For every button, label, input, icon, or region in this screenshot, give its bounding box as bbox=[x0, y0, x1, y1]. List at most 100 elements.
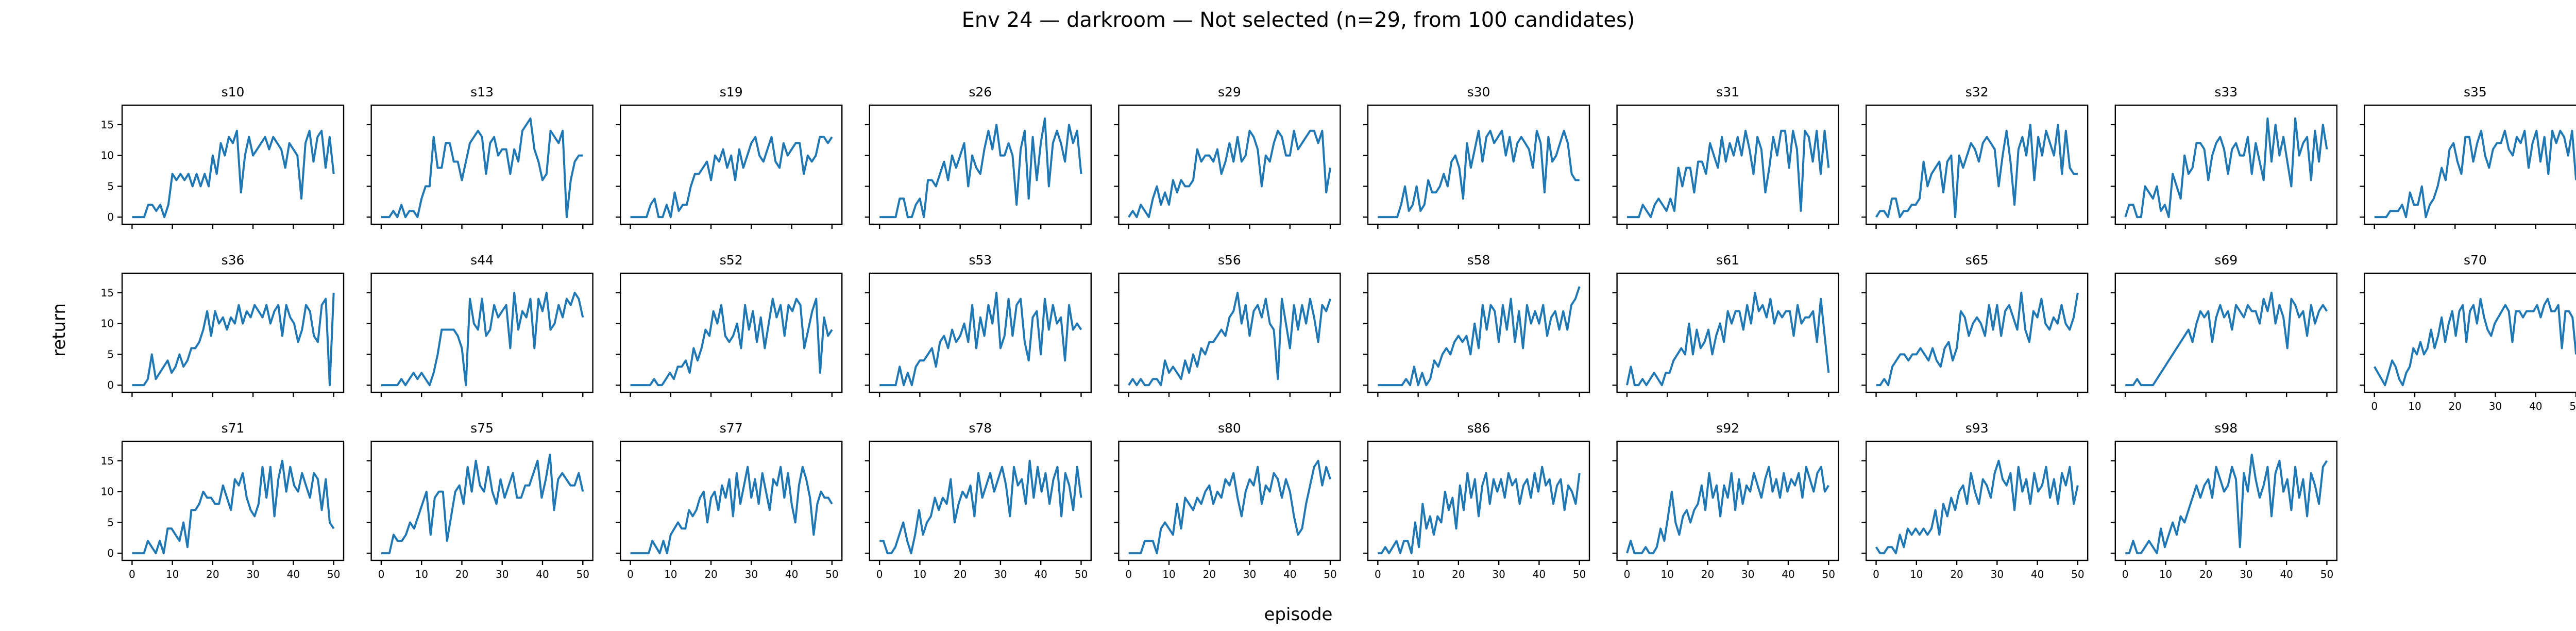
series-line-s30 bbox=[1378, 129, 1580, 219]
panel-s80: s80 0 10 20 30 40 50 bbox=[1114, 421, 1341, 580]
series-line-s29 bbox=[1128, 129, 1332, 219]
panel-frame bbox=[121, 440, 345, 561]
x-tick-label: 50 bbox=[1822, 568, 1835, 580]
x-tick-label: 0 bbox=[129, 568, 135, 580]
panel-frame bbox=[121, 272, 345, 393]
panel-s65: s65 bbox=[1861, 253, 2089, 397]
x-tick-label: 30 bbox=[2240, 568, 2252, 580]
series-line-s10 bbox=[132, 129, 335, 219]
x-tick-label: 20 bbox=[2449, 400, 2462, 412]
panel-frame bbox=[2364, 104, 2576, 225]
panel-title: s10 bbox=[222, 85, 245, 99]
series-line-s69 bbox=[2125, 291, 2328, 387]
x-tick-label: 40 bbox=[2280, 568, 2293, 580]
panel-frame bbox=[370, 104, 594, 225]
x-tick-label: 0 bbox=[627, 568, 634, 580]
panel-title: s52 bbox=[720, 253, 743, 268]
series-line-s92 bbox=[1626, 466, 1830, 555]
panel-s32: s32 bbox=[1861, 85, 2089, 229]
series-line-s75 bbox=[381, 453, 584, 555]
series-line-s32 bbox=[1875, 123, 2078, 219]
x-tick-label: 10 bbox=[913, 568, 926, 580]
x-tick-label: 30 bbox=[2489, 400, 2502, 412]
panel-frame bbox=[1865, 272, 2089, 393]
x-tick-label: 20 bbox=[2199, 568, 2212, 580]
panel-s31: s31 bbox=[1612, 85, 1839, 229]
panel-title: s71 bbox=[222, 421, 245, 436]
panel-s56: s56 bbox=[1114, 253, 1341, 397]
panel-s29: s29 bbox=[1114, 85, 1341, 229]
x-tick-label: 10 bbox=[1660, 568, 1673, 580]
series-line-s19 bbox=[630, 136, 833, 219]
panel-title: s69 bbox=[2214, 253, 2238, 268]
x-tick-label: 20 bbox=[1950, 568, 1963, 580]
panel-title: s75 bbox=[470, 421, 494, 436]
y-axis-label: return bbox=[49, 303, 70, 357]
series-line-s13 bbox=[381, 117, 583, 219]
x-tick-label: 0 bbox=[1624, 568, 1631, 580]
y-tick-label: 0 bbox=[107, 211, 114, 223]
panel-s13: s13 bbox=[366, 85, 594, 229]
series-line-s52 bbox=[630, 297, 833, 387]
panel-s77: s77 0 10 20 30 40 50 bbox=[616, 421, 843, 580]
series-line-s44 bbox=[381, 291, 584, 387]
x-tick-label: 40 bbox=[1283, 568, 1296, 580]
panel-title: s31 bbox=[1716, 85, 1739, 99]
panel-frame bbox=[370, 272, 594, 393]
panel-frame bbox=[1367, 272, 1590, 393]
panel-frame bbox=[1118, 272, 1341, 393]
x-tick-label: 0 bbox=[1873, 568, 1879, 580]
x-tick-label: 50 bbox=[2320, 568, 2333, 580]
series-line-s26 bbox=[879, 117, 1082, 219]
series-line-s98 bbox=[2125, 453, 2328, 555]
panel-title: s33 bbox=[2214, 85, 2238, 99]
x-tick-label: 20 bbox=[954, 568, 967, 580]
x-tick-label: 0 bbox=[1125, 568, 1132, 580]
series-line-s71 bbox=[132, 459, 335, 555]
y-tick-label: 10 bbox=[101, 486, 114, 498]
panel-s71: s71 0 5 10 15 0 10 20 30 40 50 bbox=[101, 421, 345, 580]
x-tick-label: 50 bbox=[2569, 400, 2576, 412]
x-tick-label: 0 bbox=[1375, 568, 1381, 580]
panel-title: s80 bbox=[1218, 421, 1241, 436]
y-tick-label: 5 bbox=[107, 516, 114, 528]
panel-s61: s61 bbox=[1612, 253, 1839, 397]
panel-s69: s69 bbox=[2110, 253, 2337, 397]
panel-s30: s30 bbox=[1363, 85, 1590, 229]
panel-title: s93 bbox=[1965, 421, 1989, 436]
panel-title: s30 bbox=[1467, 85, 1490, 99]
panel-frame bbox=[2114, 440, 2337, 561]
panel-s98: s98 0 10 20 30 40 50 bbox=[2110, 421, 2337, 580]
panel-frame bbox=[2114, 272, 2337, 393]
panel-s92: s92 0 10 20 30 40 50 bbox=[1612, 421, 1839, 580]
series-line-s70 bbox=[2374, 297, 2576, 387]
panel-frame bbox=[2114, 104, 2337, 225]
x-tick-label: 0 bbox=[2371, 400, 2378, 412]
series-line-s56 bbox=[1128, 291, 1331, 387]
x-tick-label: 30 bbox=[496, 568, 509, 580]
series-line-s31 bbox=[1627, 129, 1830, 219]
panel-frame bbox=[1865, 440, 2089, 561]
y-tick-label: 15 bbox=[101, 287, 114, 299]
panel-frame bbox=[1118, 440, 1341, 561]
chart-title: Env 24 — darkroom — Not selected (n=29, … bbox=[962, 8, 1635, 32]
series-line-s61 bbox=[1626, 291, 1830, 387]
y-tick-label: 15 bbox=[101, 455, 114, 467]
panel-title: s32 bbox=[1965, 85, 1989, 99]
x-tick-label: 20 bbox=[1203, 568, 1216, 580]
series-line-s80 bbox=[1128, 459, 1331, 555]
x-tick-label: 50 bbox=[1573, 568, 1586, 580]
panel-title: s13 bbox=[470, 85, 494, 99]
panel-s44: s44 bbox=[366, 253, 594, 397]
x-tick-label: 30 bbox=[246, 568, 259, 580]
x-tick-label: 50 bbox=[825, 568, 838, 580]
panel-frame bbox=[370, 440, 594, 561]
y-tick-label: 10 bbox=[101, 150, 114, 162]
series-line-s93 bbox=[1875, 459, 2079, 555]
panel-s75: s75 0 10 20 30 40 50 bbox=[366, 421, 594, 580]
x-tick-label: 30 bbox=[1741, 568, 1754, 580]
panel-title: s35 bbox=[2464, 85, 2487, 99]
panel-title: s19 bbox=[720, 85, 743, 99]
x-tick-label: 10 bbox=[664, 568, 677, 580]
